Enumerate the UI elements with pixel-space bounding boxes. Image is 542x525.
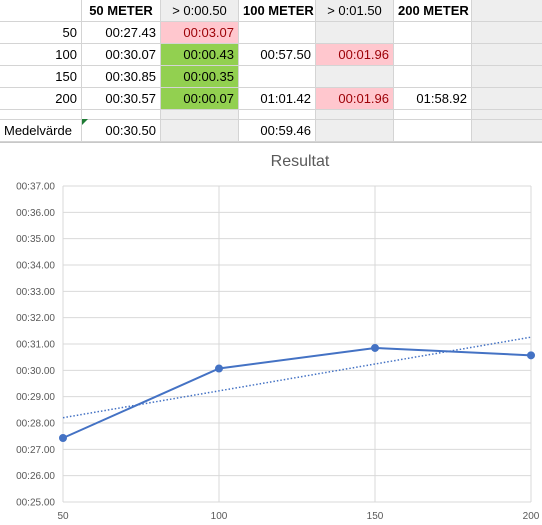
- diff-50-cell[interactable]: 00:03.07: [161, 22, 239, 44]
- empty-cell[interactable]: [0, 110, 82, 120]
- diff-50-cell[interactable]: 00:00.43: [161, 44, 239, 66]
- data-point-marker: [527, 351, 535, 360]
- y-tick-label: 00:36.00: [16, 208, 55, 219]
- x-tick-label: 50: [57, 511, 69, 522]
- data-point-marker: [59, 434, 67, 443]
- y-tick-label: 00:34.00: [16, 261, 55, 272]
- row-label-cell[interactable]: 50: [0, 22, 82, 44]
- empty-cell[interactable]: [161, 110, 239, 120]
- time-100-cell[interactable]: 01:01.42: [239, 88, 316, 110]
- time-50-cell[interactable]: 00:30.07: [82, 44, 161, 66]
- cell-note-marker-icon: [82, 119, 88, 125]
- chart-title: Resultat: [271, 153, 330, 170]
- time-200-cell[interactable]: [394, 22, 472, 44]
- header-100-meter[interactable]: 100 METER: [239, 0, 316, 22]
- diff-50-cell[interactable]: 00:00.07: [161, 88, 239, 110]
- row-label-cell[interactable]: 200: [0, 88, 82, 110]
- header-200-meter[interactable]: 200 METER: [394, 0, 472, 22]
- y-tick-label: 00:29.00: [16, 392, 55, 403]
- empty-cell[interactable]: [161, 120, 239, 142]
- x-axis-tick-labels: 50 100 150 200: [57, 511, 539, 522]
- y-tick-label: 00:31.00: [16, 340, 55, 351]
- y-tick-label: 00:33.00: [16, 287, 55, 298]
- row-label-cell[interactable]: 150: [0, 66, 82, 88]
- average-label-cell[interactable]: Medelvärde: [0, 120, 82, 142]
- empty-cell[interactable]: [239, 110, 316, 120]
- empty-cell[interactable]: [394, 120, 472, 142]
- diff-100-cell[interactable]: 00:01.96: [316, 44, 394, 66]
- grey-column-cell[interactable]: [472, 22, 542, 44]
- time-50-cell[interactable]: 00:30.57: [82, 88, 161, 110]
- x-tick-label: 100: [211, 511, 228, 522]
- header-50-meter[interactable]: 50 METER: [82, 0, 161, 22]
- time-50-cell[interactable]: 00:30.85: [82, 66, 161, 88]
- chart-gridlines: [62, 185, 532, 503]
- y-tick-label: 00:26.00: [16, 471, 55, 482]
- grey-column-cell[interactable]: [472, 44, 542, 66]
- average-100-cell[interactable]: 00:59.46: [239, 120, 316, 142]
- y-tick-label: 00:35.00: [16, 234, 55, 245]
- series-line: [62, 346, 532, 439]
- grey-column-cell[interactable]: [472, 0, 542, 22]
- series-markers: [59, 343, 535, 443]
- header-empty-cell[interactable]: [0, 0, 82, 22]
- header-diff-50[interactable]: > 0:00.50: [161, 0, 239, 22]
- empty-cell[interactable]: [82, 110, 161, 120]
- time-200-cell[interactable]: [394, 44, 472, 66]
- empty-cell[interactable]: [316, 120, 394, 142]
- y-tick-label: 00:30.00: [16, 366, 55, 377]
- grey-column-cell[interactable]: [472, 120, 542, 142]
- empty-cell[interactable]: [394, 110, 472, 120]
- time-50-cell[interactable]: 00:27.43: [82, 22, 161, 44]
- diff-100-cell[interactable]: 00:01.96: [316, 88, 394, 110]
- time-100-cell[interactable]: 00:57.50: [239, 44, 316, 66]
- empty-cell[interactable]: [316, 110, 394, 120]
- time-200-cell[interactable]: 01:58.92: [394, 88, 472, 110]
- grey-column-cell[interactable]: [472, 88, 542, 110]
- x-tick-label: 200: [523, 511, 540, 522]
- average-50-cell[interactable]: 00:30.50: [82, 120, 161, 142]
- row-label-cell[interactable]: 100: [0, 44, 82, 66]
- y-tick-label: 00:25.00: [16, 498, 55, 509]
- diff-50-cell[interactable]: 00:00.35: [161, 66, 239, 88]
- y-tick-label: 00:27.00: [16, 445, 55, 456]
- y-tick-label: 00:32.00: [16, 313, 55, 324]
- data-point-marker: [371, 343, 379, 352]
- grey-column-cell[interactable]: [472, 110, 542, 120]
- diff-100-cell[interactable]: [316, 66, 394, 88]
- diff-100-cell[interactable]: [316, 22, 394, 44]
- results-chart[interactable]: Resultat 00:25.00 00:26.00 00:27.00 00:28.0…: [0, 142, 542, 524]
- x-tick-label: 150: [367, 511, 384, 522]
- y-axis-tick-labels: 00:25.00 00:26.00 00:27.00 00:28.00 00:29.00…: [16, 182, 55, 509]
- time-100-cell[interactable]: [239, 22, 316, 44]
- time-200-cell[interactable]: [394, 66, 472, 88]
- spreadsheet-grid: 50 METER > 0:00.50 100 METER > 0:01.50 2…: [0, 0, 542, 142]
- y-tick-label: 00:37.00: [16, 182, 55, 193]
- trendline: [62, 336, 532, 419]
- chart-canvas: Resultat 00:25.00 00:26.00 00:27.00 00:28.0…: [16, 153, 540, 522]
- grey-column-cell[interactable]: [472, 66, 542, 88]
- data-point-marker: [215, 364, 223, 373]
- time-100-cell[interactable]: [239, 66, 316, 88]
- header-diff-100[interactable]: > 0:01.50: [316, 0, 394, 22]
- y-tick-label: 00:28.00: [16, 419, 55, 430]
